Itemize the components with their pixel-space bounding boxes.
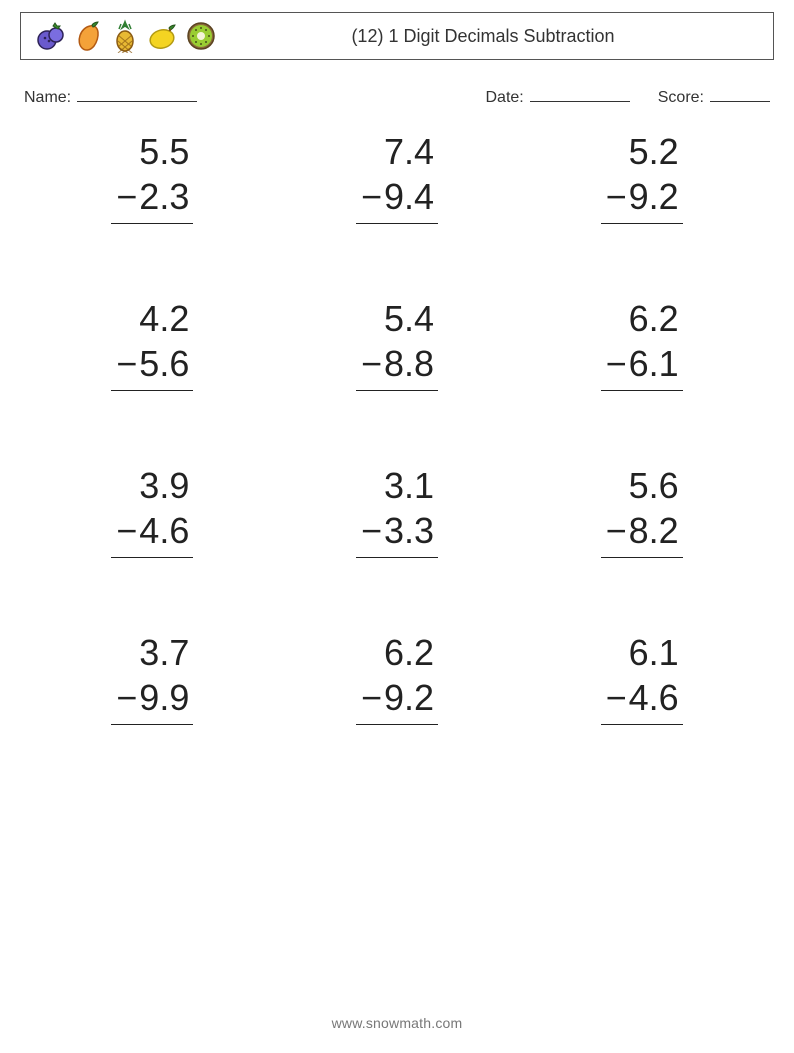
fruit-icon-row (35, 19, 217, 53)
subtrahend: 9.9 (139, 675, 189, 720)
minuend: 6.2 (356, 630, 438, 675)
meta-right: Date: Score: (486, 86, 771, 107)
answer-rule (356, 390, 438, 391)
minuend: 3.7 (111, 630, 193, 675)
minus-sign: − (606, 675, 627, 720)
minuend: 3.9 (111, 463, 193, 508)
answer-rule (111, 557, 193, 558)
minus-sign: − (361, 675, 382, 720)
worksheet-page: (12) 1 Digit Decimals Subtraction Name: … (0, 0, 794, 1053)
subtrahend: 4.6 (139, 508, 189, 553)
minus-sign: − (116, 508, 137, 553)
minuend: 5.6 (601, 463, 683, 508)
answer-rule (111, 223, 193, 224)
blueberry-icon (35, 20, 67, 52)
subtrahend: 9.2 (384, 675, 434, 720)
kiwi-icon (185, 20, 217, 52)
pineapple-icon (111, 19, 139, 53)
answer-rule (111, 390, 193, 391)
answer-rule (601, 390, 683, 391)
problem: 3.1 −3.3 (295, 463, 500, 558)
lemon-icon (146, 21, 178, 51)
subtrahend: 4.6 (629, 675, 679, 720)
problem: 6.2 −6.1 (539, 296, 744, 391)
minuend: 5.5 (111, 129, 193, 174)
worksheet-title: (12) 1 Digit Decimals Subtraction (217, 26, 759, 47)
answer-rule (356, 557, 438, 558)
meta-name: Name: (24, 86, 197, 107)
problem: 3.7 −9.9 (50, 630, 255, 725)
minuend: 6.2 (601, 296, 683, 341)
minus-sign: − (116, 174, 137, 219)
minuend: 7.4 (356, 129, 438, 174)
subtrahend: 8.2 (629, 508, 679, 553)
minuend: 5.2 (601, 129, 683, 174)
score-label: Score: (658, 89, 704, 107)
problem: 4.2 −5.6 (50, 296, 255, 391)
minus-sign: − (361, 341, 382, 386)
minuend: 5.4 (356, 296, 438, 341)
problem: 5.2 −9.2 (539, 129, 744, 224)
subtrahend: 3.3 (384, 508, 434, 553)
footer-url: www.snowmath.com (0, 1015, 794, 1031)
problems-grid: 5.5 −2.3 7.4 −9.4 5.2 −9.2 4.2 −5.6 5.4 … (20, 129, 774, 725)
worksheet-header: (12) 1 Digit Decimals Subtraction (20, 12, 774, 60)
minuend: 3.1 (356, 463, 438, 508)
minus-sign: − (116, 675, 137, 720)
minus-sign: − (361, 174, 382, 219)
minus-sign: − (606, 341, 627, 386)
problem: 7.4 −9.4 (295, 129, 500, 224)
name-label: Name: (24, 89, 71, 107)
problem: 6.2 −9.2 (295, 630, 500, 725)
minus-sign: − (116, 341, 137, 386)
subtrahend: 2.3 (139, 174, 189, 219)
score-blank[interactable] (710, 86, 770, 102)
answer-rule (601, 724, 683, 725)
problem: 6.1 −4.6 (539, 630, 744, 725)
mango-icon (74, 20, 104, 52)
subtrahend: 8.8 (384, 341, 434, 386)
problem: 5.4 −8.8 (295, 296, 500, 391)
name-blank[interactable] (77, 86, 197, 102)
subtrahend: 6.1 (629, 341, 679, 386)
problem: 5.5 −2.3 (50, 129, 255, 224)
answer-rule (601, 223, 683, 224)
date-blank[interactable] (530, 86, 630, 102)
answer-rule (601, 557, 683, 558)
minuend: 4.2 (111, 296, 193, 341)
meta-row: Name: Date: Score: (20, 86, 774, 107)
minus-sign: − (606, 174, 627, 219)
subtrahend: 9.2 (629, 174, 679, 219)
problem: 3.9 −4.6 (50, 463, 255, 558)
minus-sign: − (361, 508, 382, 553)
subtrahend: 5.6 (139, 341, 189, 386)
problem: 5.6 −8.2 (539, 463, 744, 558)
answer-rule (356, 223, 438, 224)
answer-rule (356, 724, 438, 725)
date-label: Date: (486, 89, 524, 107)
minus-sign: − (606, 508, 627, 553)
subtrahend: 9.4 (384, 174, 434, 219)
answer-rule (111, 724, 193, 725)
minuend: 6.1 (601, 630, 683, 675)
